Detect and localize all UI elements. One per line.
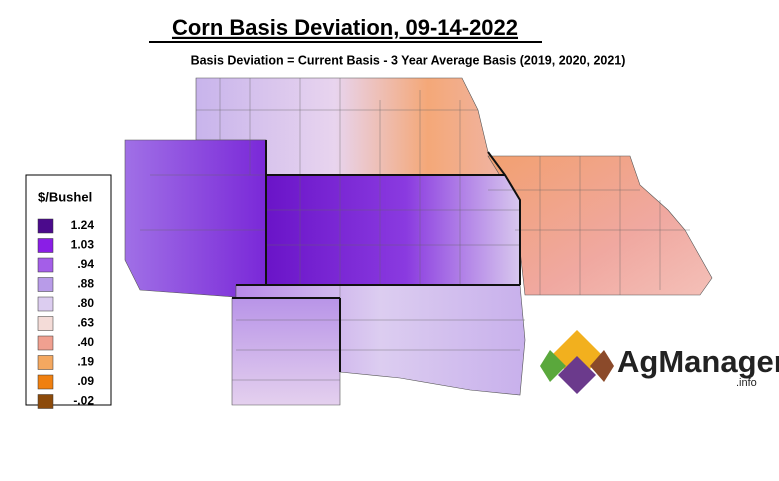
- logo-right: [590, 350, 614, 382]
- legend-label: .80: [77, 296, 94, 310]
- region-missouri: [487, 155, 713, 296]
- legend-label: -.02: [73, 394, 94, 408]
- logo-bottom: [558, 356, 596, 394]
- map: [124, 77, 713, 406]
- title: Corn Basis Deviation, 09-14-2022: [172, 15, 518, 40]
- logo: AgManager .info: [540, 330, 779, 394]
- legend-swatch: [37, 238, 54, 253]
- region-texas: [231, 297, 341, 406]
- legend-label: .40: [77, 335, 94, 349]
- state-borders: [232, 140, 521, 372]
- legend-swatch: [37, 335, 54, 351]
- legend-label: .63: [77, 316, 94, 330]
- subtitle: Basis Deviation = Current Basis - 3 Year…: [191, 53, 626, 67]
- legend-label: .09: [77, 374, 94, 388]
- legend-swatch: [37, 296, 54, 312]
- legend-label: .19: [77, 355, 94, 369]
- logo-suffix: .info: [736, 377, 757, 389]
- legend-swatch: [37, 257, 54, 273]
- legend-swatch: [37, 394, 54, 409]
- logo-left: [540, 350, 566, 382]
- legend-swatch: [37, 316, 54, 331]
- legend-swatch: [37, 218, 54, 234]
- region-kansas: [265, 174, 521, 286]
- region-colorado: [124, 139, 267, 298]
- legend-swatch: [37, 277, 54, 292]
- legend-label: .88: [77, 277, 94, 291]
- legend-swatch: [37, 355, 54, 370]
- legend-swatch: [37, 374, 54, 390]
- county-lines: [140, 78, 690, 381]
- legend-label: .94: [77, 257, 94, 271]
- logo-name: AgManager: [617, 344, 779, 379]
- legend-label: 1.03: [71, 238, 95, 252]
- legend-label: 1.24: [71, 218, 95, 232]
- legend-title: $/Bushel: [38, 189, 92, 204]
